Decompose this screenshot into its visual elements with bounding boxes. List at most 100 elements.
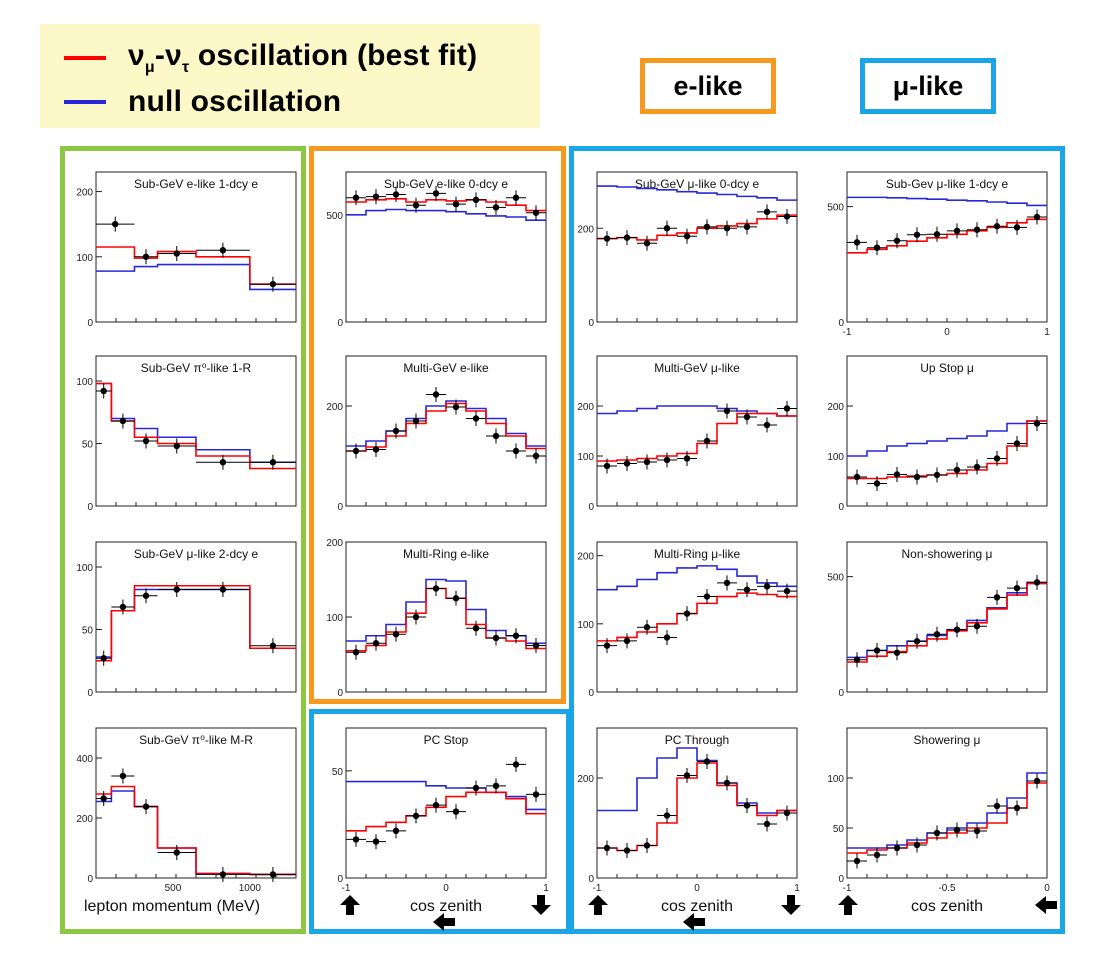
arrow-down-icon bbox=[531, 895, 551, 915]
data-point bbox=[392, 827, 400, 835]
plot-title: Sub-GeV π⁰-like 1-R bbox=[141, 361, 252, 375]
plot-frame bbox=[345, 541, 547, 693]
y-tick-label: 500 bbox=[827, 203, 844, 214]
null-oscillation-line bbox=[847, 196, 1047, 207]
plot-title: Up Stop μ bbox=[920, 361, 974, 375]
data-point bbox=[173, 849, 180, 856]
data-point bbox=[853, 656, 861, 663]
best-fit-line bbox=[96, 785, 296, 876]
data-point bbox=[853, 857, 861, 865]
y-tick-label: 200 bbox=[577, 552, 594, 563]
best-fit-line bbox=[847, 420, 1047, 480]
null-label: null oscillation bbox=[128, 85, 342, 118]
y-tick-label: 400 bbox=[76, 754, 93, 765]
data-point bbox=[993, 802, 1001, 810]
data-point bbox=[893, 649, 901, 656]
plot-frame bbox=[596, 541, 798, 693]
y-tick-label: 0 bbox=[838, 502, 844, 513]
plot-title: Sub-Gev μ-like 1-dcy e bbox=[886, 177, 1009, 191]
data-point bbox=[269, 459, 277, 466]
null-oscillation-line bbox=[597, 185, 797, 201]
panel-p13: Up Stop μ 0 100 200 bbox=[827, 355, 1048, 513]
data-point bbox=[532, 452, 540, 460]
data-point bbox=[663, 634, 671, 641]
plot-title: Sub-GeV π⁰-like M-R bbox=[139, 733, 253, 747]
data-point bbox=[352, 836, 360, 843]
plot-frame bbox=[345, 355, 547, 507]
data-point bbox=[603, 642, 611, 649]
y-tick-label: 0 bbox=[838, 874, 844, 885]
data-point bbox=[1033, 777, 1041, 785]
y-tick-label: 0 bbox=[588, 874, 594, 885]
panel-p02: Sub-GeV μ-like 0-dcy e 0 200 bbox=[577, 171, 798, 329]
data-point bbox=[219, 459, 227, 466]
y-tick-label: 200 bbox=[76, 188, 93, 199]
null-oscillation-line bbox=[346, 780, 546, 811]
x-tick-label: 1 bbox=[1044, 327, 1050, 338]
data-point bbox=[603, 462, 611, 470]
legend-best-fit: νμ-ντ oscillation (best fit) bbox=[64, 38, 477, 78]
data-point bbox=[913, 638, 921, 645]
data-point bbox=[1013, 804, 1021, 812]
data-point bbox=[472, 415, 480, 422]
data-point bbox=[743, 802, 751, 809]
data-point bbox=[783, 809, 791, 817]
y-tick-label: 100 bbox=[76, 377, 93, 388]
data-point bbox=[142, 437, 150, 445]
data-point bbox=[703, 593, 711, 600]
data-point bbox=[603, 235, 611, 242]
data-point bbox=[683, 610, 691, 617]
y-tick-label: 100 bbox=[577, 452, 594, 463]
y-tick-label: 0 bbox=[87, 318, 93, 329]
y-tick-label: 0 bbox=[588, 318, 594, 329]
data-point bbox=[973, 623, 981, 630]
plot-title: Multi-GeV e-like bbox=[403, 361, 489, 375]
data-point bbox=[412, 202, 420, 209]
data-point bbox=[532, 209, 540, 216]
data-point bbox=[703, 437, 711, 445]
data-point bbox=[913, 473, 921, 481]
data-point bbox=[432, 190, 440, 197]
data-point bbox=[219, 247, 227, 254]
data-point bbox=[933, 231, 941, 238]
plot-frame bbox=[846, 355, 1048, 507]
data-point bbox=[512, 632, 520, 639]
data-point bbox=[372, 193, 380, 200]
data-point bbox=[893, 471, 901, 478]
y-tick-label: 0 bbox=[588, 688, 594, 699]
data-point bbox=[663, 812, 671, 819]
data-point bbox=[392, 191, 400, 198]
data-point bbox=[683, 233, 691, 240]
data-point bbox=[723, 407, 731, 415]
legend-null: null oscillation bbox=[64, 82, 341, 122]
plot-title: Showering μ bbox=[914, 733, 981, 747]
y-tick-label: 0 bbox=[337, 318, 343, 329]
data-point bbox=[993, 594, 1001, 601]
null-swatch bbox=[64, 100, 106, 104]
e-like-group-frame bbox=[309, 146, 566, 704]
mu-like-tag: μ-like bbox=[860, 58, 996, 114]
x-tick-label: -1 bbox=[843, 327, 852, 338]
data-point bbox=[269, 871, 277, 878]
data-point bbox=[723, 779, 731, 787]
data-point bbox=[142, 253, 150, 260]
data-point bbox=[472, 196, 480, 204]
data-point bbox=[853, 473, 861, 481]
y-tick-label: 50 bbox=[82, 626, 94, 637]
plot-title: Sub-GeV μ-like 0-dcy e bbox=[635, 177, 760, 191]
data-point bbox=[743, 413, 751, 421]
data-point bbox=[1033, 213, 1041, 221]
plot-title: PC Stop bbox=[424, 733, 469, 747]
y-tick-label: 0 bbox=[838, 688, 844, 699]
data-point bbox=[623, 460, 631, 467]
best-fit-line bbox=[346, 791, 546, 832]
data-point bbox=[532, 642, 540, 649]
data-point bbox=[173, 442, 180, 450]
data-point bbox=[1033, 420, 1041, 427]
y-tick-label: 50 bbox=[332, 767, 344, 778]
data-point bbox=[512, 194, 520, 201]
null-oscillation-line bbox=[847, 772, 1047, 849]
